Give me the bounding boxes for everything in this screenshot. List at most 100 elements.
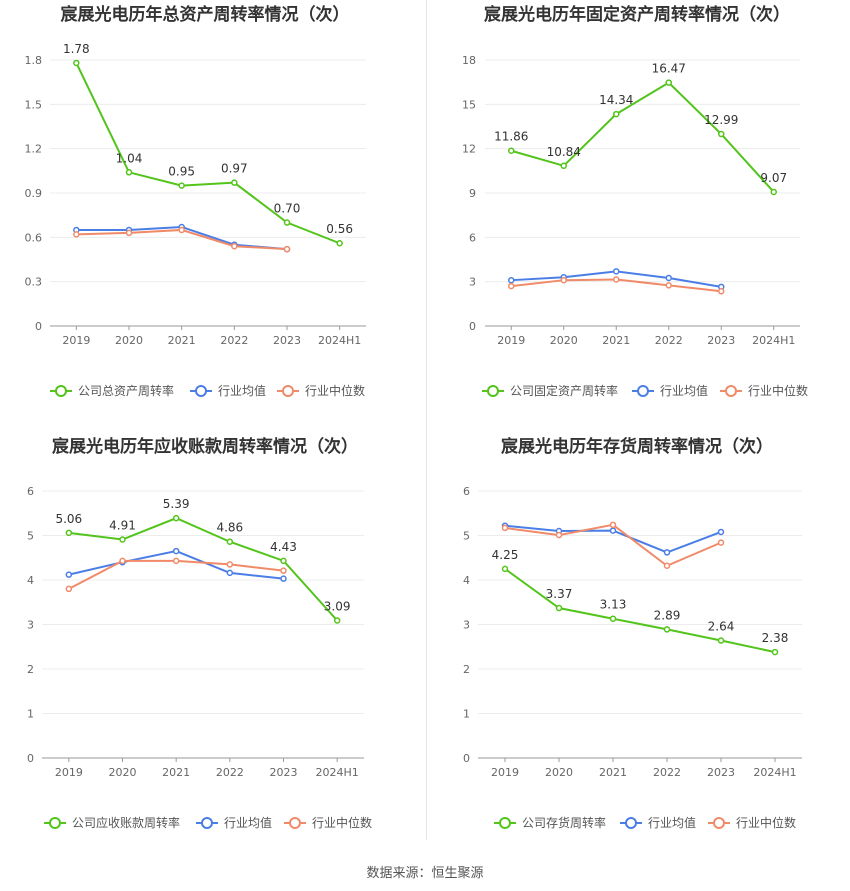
legend-item-company: 公司固定资产周转率 — [482, 383, 618, 398]
data-point-company — [280, 557, 287, 565]
x-tick-label: 2019 — [62, 334, 90, 347]
series-line-company — [68, 517, 338, 622]
y-tick-label: 4 — [463, 574, 470, 587]
data-point-median — [65, 585, 73, 593]
legend-item-company: 公司总资产周转率 — [50, 383, 174, 398]
data-label: 0.56 — [326, 222, 353, 236]
y-tick-label: 15 — [462, 98, 476, 111]
y-tick-label: 9 — [469, 187, 476, 200]
legend-marker-icon — [289, 817, 301, 829]
legend-item-median: 行业中位数 — [277, 383, 365, 398]
data-point-median — [663, 562, 671, 570]
series-line-company — [510, 81, 775, 193]
data-point-company — [717, 637, 725, 644]
data-label: 5.39 — [163, 497, 190, 511]
legend-item-avg: 行业均值 — [190, 383, 266, 398]
legend-label: 行业中位数 — [312, 815, 372, 830]
data-point-avg — [665, 274, 672, 282]
y-tick-label: 1 — [463, 708, 470, 721]
chart-title: 宸展光电历年固定资产周转率情况（次） — [484, 4, 790, 25]
x-tick-label: 2022 — [653, 766, 681, 779]
data-point-avg — [280, 575, 287, 582]
x-tick-label: 2020 — [545, 766, 573, 779]
data-point-median — [501, 524, 509, 532]
data-point-median — [555, 531, 563, 539]
data-point-avg — [613, 268, 620, 275]
legend-label: 行业均值 — [660, 383, 708, 398]
data-point-company — [119, 536, 126, 543]
x-tick-label: 2024H1 — [753, 766, 796, 779]
x-tick-label: 2019 — [497, 334, 525, 347]
y-tick-label: 1.5 — [25, 98, 43, 111]
y-tick-label: 0 — [35, 320, 42, 333]
legend-item-median: 行业中位数 — [284, 815, 372, 830]
y-tick-label: 0 — [27, 752, 34, 765]
y-tick-label: 6 — [27, 485, 34, 498]
legend-label: 行业中位数 — [736, 815, 796, 830]
data-point-median — [226, 561, 234, 568]
y-tick-label: 2 — [463, 663, 470, 676]
legend-label: 行业均值 — [218, 383, 266, 398]
data-label: 5.06 — [55, 512, 82, 526]
data-label: 2.64 — [708, 620, 735, 634]
data-point-median — [718, 288, 725, 295]
x-tick-label: 2022 — [655, 334, 683, 347]
chart-svg: 宸展光电历年应收账款周转率情况（次） 0 1 2 3 4 5 6 2019 2020 2021 202… — [27, 436, 372, 830]
x-tick-label: 2023 — [707, 334, 735, 347]
data-label: 3.09 — [324, 599, 351, 613]
x-tick-label: 2022 — [220, 334, 248, 347]
legend-label: 公司总资产周转率 — [78, 383, 174, 398]
legend-marker-icon — [487, 385, 499, 397]
chart-title: 宸展光电历年存货周转率情况（次） — [501, 436, 773, 457]
data-point-median — [613, 276, 620, 283]
data-label: 0.70 — [274, 202, 301, 216]
chart-svg: 宸展光电历年总资产周转率情况（次） 0 0.3 0.6 0.9 1.2 1.5 1.8 2019… — [25, 4, 366, 398]
legend-marker-icon — [637, 385, 649, 397]
x-tick-label: 2021 — [168, 334, 196, 347]
data-label: 2.89 — [654, 608, 681, 622]
data-point-company — [226, 538, 234, 545]
legend-label: 公司存货周转率 — [522, 815, 606, 830]
data-label: 16.47 — [652, 62, 686, 76]
legend-marker-icon — [49, 817, 61, 829]
data-point-company — [609, 615, 617, 622]
data-label: 4.43 — [270, 540, 297, 554]
chart-fixed-asset-turnover: 宸展光电历年固定资产周转率情况（次） 0 3 6 9 12 15 18 2019 2020 2021… — [425, 0, 850, 420]
data-label: 10.84 — [547, 145, 581, 159]
y-tick-label: 12 — [462, 143, 476, 156]
data-point-company — [663, 626, 671, 633]
data-source: 数据来源：恒生聚源 — [366, 866, 484, 881]
legend-marker-icon — [625, 817, 637, 829]
data-label: 3.13 — [600, 598, 627, 612]
data-label: 4.91 — [109, 519, 136, 533]
data-label: 4.25 — [492, 548, 519, 562]
data-point-company — [73, 59, 80, 67]
y-tick-label: 6 — [463, 485, 470, 498]
chart-title: 宸展光电历年总资产周转率情况（次） — [61, 4, 350, 25]
series-line-avg — [68, 550, 284, 580]
data-label: 1.78 — [63, 42, 90, 56]
data-point-company — [613, 110, 620, 118]
x-tick-label: 2023 — [270, 766, 298, 779]
chart-svg: 宸展光电历年固定资产周转率情况（次） 0 3 6 9 12 15 18 2019 2020 2021… — [462, 4, 808, 398]
data-label: 12.99 — [704, 113, 738, 127]
series-line-company — [75, 62, 341, 245]
x-tick-label: 2021 — [599, 766, 627, 779]
data-point-avg — [717, 528, 725, 536]
data-label: 3.37 — [546, 587, 573, 601]
x-tick-label: 2020 — [550, 334, 578, 347]
data-point-company — [771, 648, 779, 656]
x-tick-label: 2022 — [216, 766, 244, 779]
legend-marker-icon — [195, 385, 207, 397]
legend-item-avg: 行业均值 — [632, 383, 708, 398]
legend-label: 行业均值 — [224, 815, 272, 830]
y-tick-label: 0 — [463, 752, 470, 765]
legend-item-avg: 行业均值 — [620, 815, 696, 830]
data-point-median — [609, 521, 617, 529]
x-tick-label: 2019 — [55, 766, 83, 779]
y-tick-label: 2 — [27, 663, 34, 676]
legend-item-company: 公司应收账款周转率 — [44, 815, 180, 830]
y-tick-label: 18 — [462, 54, 476, 67]
y-tick-label: 5 — [27, 530, 34, 543]
data-point-median — [665, 282, 672, 289]
